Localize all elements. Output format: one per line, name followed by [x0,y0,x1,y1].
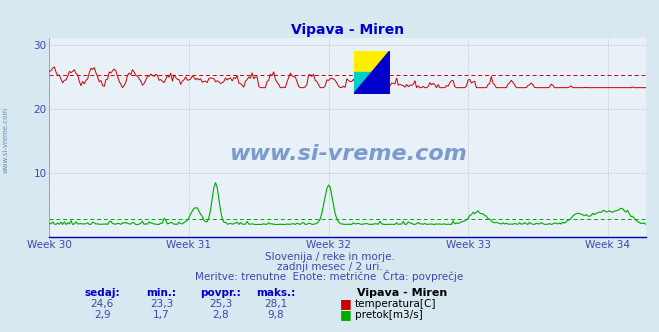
Polygon shape [354,51,390,94]
Text: 2,9: 2,9 [94,310,111,320]
Polygon shape [354,51,390,72]
Text: 9,8: 9,8 [267,310,284,320]
Text: www.si-vreme.com: www.si-vreme.com [2,106,9,173]
Text: Slovenija / reke in morje.: Slovenija / reke in morje. [264,252,395,262]
Text: 24,6: 24,6 [90,299,114,309]
Text: 2,8: 2,8 [212,310,229,320]
Text: 1,7: 1,7 [153,310,170,320]
Text: 28,1: 28,1 [264,299,287,309]
Text: 23,3: 23,3 [150,299,173,309]
Text: zadnji mesec / 2 uri.: zadnji mesec / 2 uri. [277,262,382,272]
Text: Vipava - Miren: Vipava - Miren [357,288,447,298]
Text: sedaj:: sedaj: [84,288,120,298]
Text: pretok[m3/s]: pretok[m3/s] [355,310,422,320]
Text: maks.:: maks.: [256,288,295,298]
Text: 25,3: 25,3 [209,299,233,309]
Title: Vipava - Miren: Vipava - Miren [291,23,404,37]
Text: ■: ■ [339,308,351,321]
Text: min.:: min.: [146,288,177,298]
Text: povpr.:: povpr.: [200,288,241,298]
Text: temperatura[C]: temperatura[C] [355,299,436,309]
Polygon shape [354,72,372,94]
Text: www.si-vreme.com: www.si-vreme.com [229,144,467,164]
Text: ■: ■ [339,297,351,310]
Text: Meritve: trenutne  Enote: metrične  Črta: povprečje: Meritve: trenutne Enote: metrične Črta: … [195,270,464,282]
